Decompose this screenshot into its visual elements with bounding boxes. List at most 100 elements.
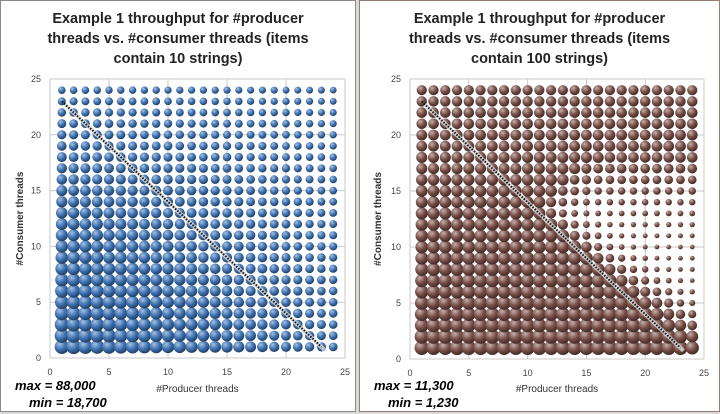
- bubble: [162, 252, 174, 264]
- bubble: [282, 86, 290, 94]
- bubble: [473, 318, 488, 333]
- bubble: [451, 118, 463, 130]
- bubble: [651, 129, 663, 141]
- bubble: [594, 198, 602, 206]
- y-tick-label: 25: [391, 74, 401, 84]
- bubble: [462, 185, 475, 197]
- bubble: [497, 240, 511, 254]
- bubble: [126, 284, 139, 298]
- bubble: [258, 186, 267, 195]
- bubble: [103, 185, 115, 196]
- bubble: [579, 329, 594, 344]
- bubble: [198, 163, 208, 173]
- bubble: [450, 307, 464, 322]
- bubble: [688, 310, 697, 319]
- bubble: [686, 129, 698, 141]
- bubble: [638, 329, 653, 344]
- bubble: [642, 255, 648, 261]
- bubble: [426, 274, 441, 288]
- bubble: [328, 309, 338, 318]
- bubble: [81, 97, 90, 106]
- bubble: [581, 118, 592, 130]
- bubble: [209, 274, 221, 286]
- min-label: min = 1,230: [388, 395, 459, 410]
- bubble: [619, 221, 625, 228]
- bubble: [650, 307, 664, 321]
- bubble: [508, 340, 524, 355]
- bubble: [67, 218, 80, 230]
- bubble: [451, 96, 463, 107]
- bubble: [626, 318, 641, 333]
- chart-title-line: contain 10 strings): [113, 51, 243, 67]
- chart-title-line: Example 1 throughput for #producer: [413, 11, 666, 27]
- bubble: [163, 130, 173, 140]
- bubble: [606, 198, 614, 206]
- bubble: [174, 274, 186, 286]
- bubble: [245, 308, 256, 319]
- bubble: [221, 285, 233, 297]
- bubble: [257, 241, 268, 252]
- bubble: [114, 262, 127, 275]
- bubble: [281, 252, 291, 263]
- bubble: [173, 296, 186, 309]
- bubble: [642, 233, 648, 239]
- bubble: [592, 96, 604, 107]
- bubble: [509, 207, 522, 220]
- bubble: [614, 318, 629, 333]
- bubble: [234, 219, 244, 229]
- bubble: [246, 186, 256, 196]
- bubble: [79, 196, 91, 208]
- bubble: [257, 308, 268, 319]
- bubble: [522, 151, 534, 163]
- bubble: [138, 284, 151, 298]
- bubble: [103, 207, 115, 219]
- bubble: [544, 318, 558, 333]
- bubble: [270, 153, 279, 162]
- x-tick-label: 25: [340, 367, 350, 377]
- bubble: [604, 263, 616, 275]
- bubble: [305, 297, 315, 307]
- bubble: [257, 208, 267, 218]
- bubble: [222, 230, 232, 241]
- bubble: [293, 242, 303, 251]
- bubble: [164, 97, 172, 106]
- bubble: [544, 240, 558, 254]
- bubble: [532, 307, 547, 322]
- bubble: [533, 140, 545, 152]
- bubble: [438, 274, 452, 288]
- bubble: [245, 230, 256, 240]
- bubble: [317, 119, 326, 128]
- bubble: [474, 185, 487, 197]
- bubble: [79, 251, 92, 264]
- bubble: [557, 163, 569, 175]
- bubble: [510, 85, 521, 96]
- bubble: [114, 251, 127, 264]
- bubble-chart: 0 5 10 15 20 25 0 5 10 15 20 25 #Producer threads #Co…: [373, 74, 709, 395]
- bubble: [245, 219, 256, 229]
- bubble: [451, 85, 463, 96]
- bubble: [426, 318, 441, 333]
- bubble: [414, 318, 429, 333]
- bubble: [305, 230, 314, 240]
- bubble: [416, 174, 428, 186]
- bubble: [126, 251, 139, 264]
- bubble: [415, 207, 428, 220]
- bubble: [149, 340, 163, 354]
- bubble: [56, 174, 68, 185]
- bubble: [675, 129, 686, 141]
- bubble: [269, 263, 279, 274]
- bubble: [666, 255, 672, 261]
- bubble: [450, 296, 464, 310]
- bubble: [487, 107, 498, 118]
- bubble: [486, 207, 499, 220]
- bubble: [221, 296, 233, 308]
- bubble: [209, 329, 221, 342]
- bubble: [510, 96, 522, 107]
- bubble: [306, 97, 314, 105]
- bubble: [462, 251, 476, 265]
- bubble: [628, 96, 639, 107]
- bubble: [486, 174, 499, 186]
- bubble: [545, 174, 557, 186]
- bubble: [438, 296, 453, 310]
- bubble: [162, 218, 174, 230]
